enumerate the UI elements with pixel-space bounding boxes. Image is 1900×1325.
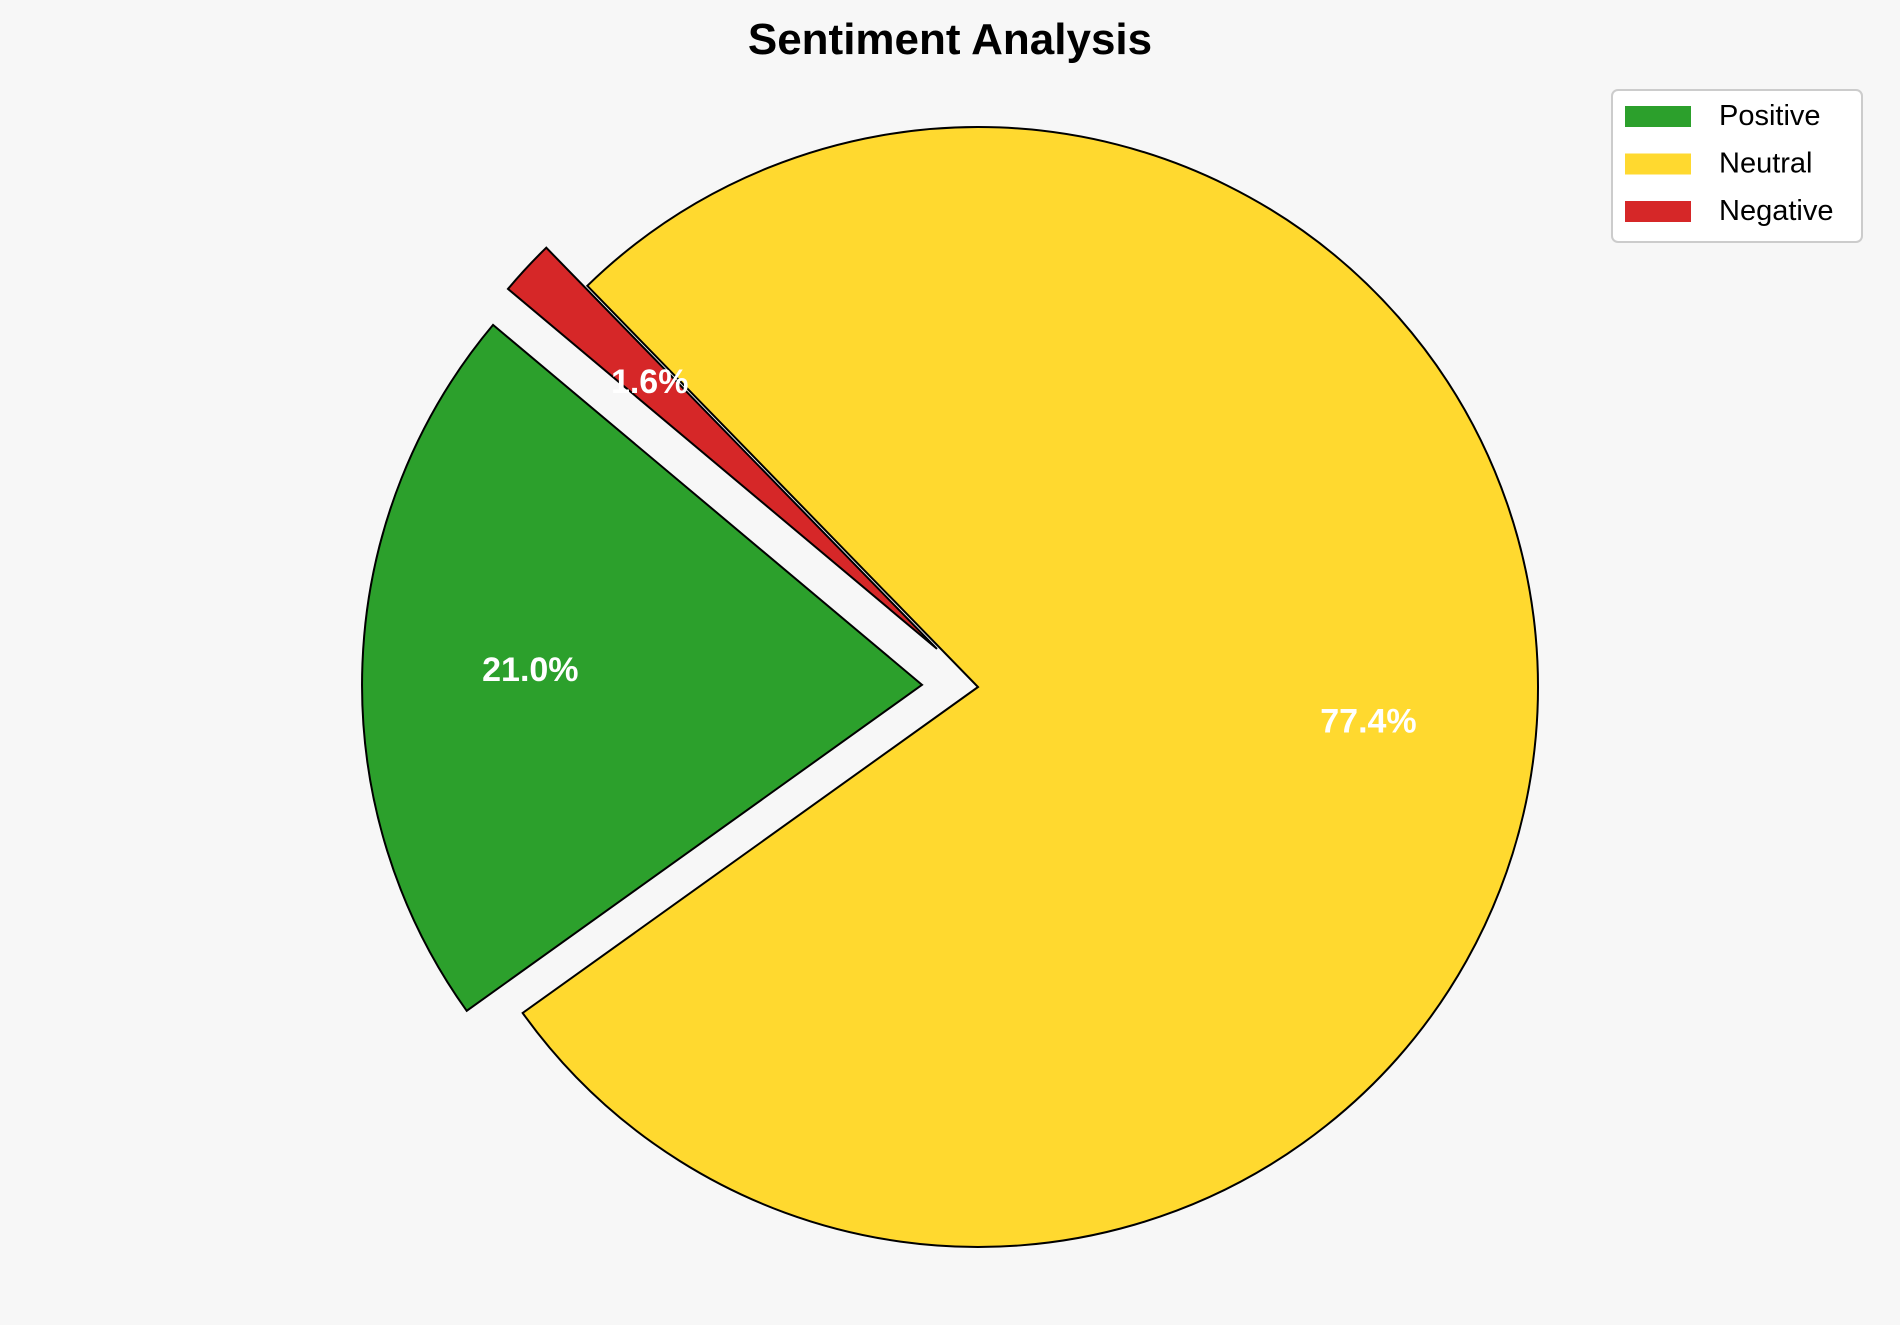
legend-swatch-positive [1625, 106, 1691, 127]
pie-slice-neutral [521, 126, 1539, 1248]
pie-slice-negative [506, 246, 938, 650]
pie-slice-positive [361, 323, 924, 1013]
legend-label-neutral: Neutral [1719, 148, 1813, 180]
slice-label-negative: 1.6% [611, 363, 689, 401]
legend-label-negative: Negative [1719, 195, 1833, 227]
chart-title: Sentiment Analysis [748, 15, 1152, 64]
legend-swatch-neutral [1625, 153, 1691, 175]
slice-label-neutral: 77.4% [1320, 703, 1416, 741]
legend-label-positive: Positive [1719, 100, 1821, 132]
legend: Positive Neutral Negative [1611, 89, 1863, 243]
legend-swatch-negative [1625, 201, 1691, 222]
slice-label-positive: 21.0% [482, 651, 578, 689]
